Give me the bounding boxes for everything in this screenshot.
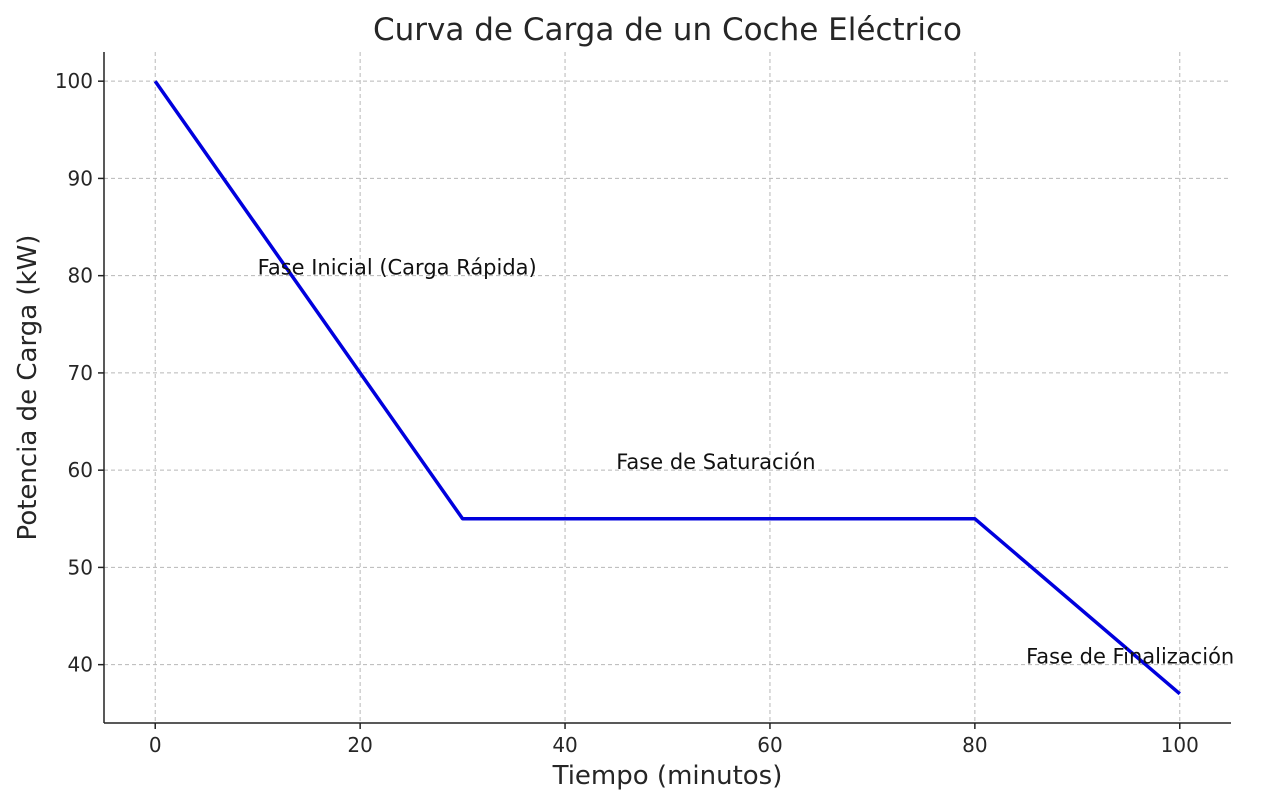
x-tick-label: 20	[347, 733, 372, 757]
y-tick-label: 50	[68, 555, 93, 579]
y-tick-label: 60	[68, 458, 93, 482]
series-layer	[153, 80, 1181, 696]
phase-annotation: Fase de Saturación	[616, 450, 815, 474]
phase-annotation: Fase Inicial (Carga Rápida)	[258, 256, 537, 280]
phase-annotation: Fase de Finalización	[1026, 645, 1234, 669]
axes	[103, 52, 1231, 724]
annotations: Fase Inicial (Carga Rápida) Fase de Satur…	[258, 256, 1235, 669]
y-tick-label: 40	[68, 653, 93, 677]
y-tick-label: 80	[68, 264, 93, 288]
y-tick-label: 100	[55, 69, 93, 93]
ticks: 0 20 40 60 80 100 40 50 60 70 80 90 100	[55, 69, 1199, 757]
x-tick-label: 100	[1161, 733, 1199, 757]
chart-title: Curva de Carga de un Coche Eléctrico	[373, 12, 962, 48]
y-tick-label: 70	[68, 361, 93, 385]
y-tick-label: 90	[68, 166, 93, 190]
x-tick-label: 60	[757, 733, 782, 757]
x-tick-label: 80	[962, 733, 987, 757]
y-axis-label: Potencia de Carga (kW)	[13, 235, 43, 541]
grid	[104, 52, 1231, 723]
x-axis-label: Tiempo (minutos)	[552, 761, 783, 791]
x-tick-label: 40	[552, 733, 577, 757]
series-line	[153, 80, 1181, 696]
x-tick-label: 0	[149, 733, 162, 757]
